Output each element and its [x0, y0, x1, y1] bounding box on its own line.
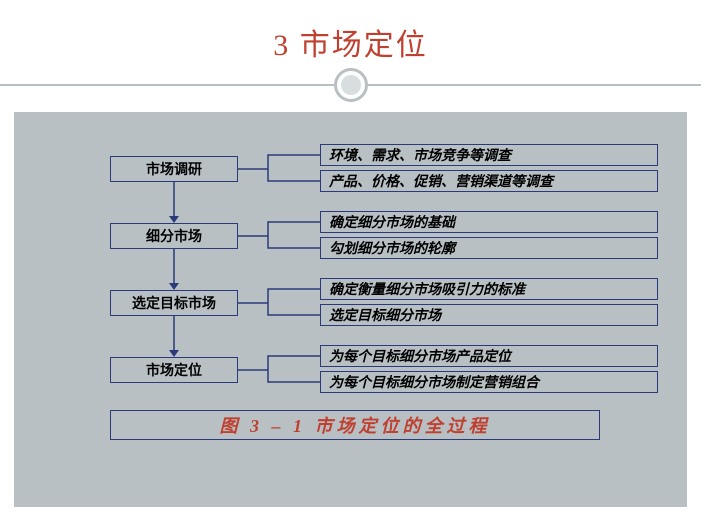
arrow-head-0: [169, 216, 179, 223]
detail-box-3-1: 为每个目标细分市场制定营销组合: [320, 371, 658, 393]
stage-box-1: 细分市场: [110, 223, 238, 249]
header: 3 市场定位: [0, 0, 701, 64]
detail-box-1-1: 勾划细分市场的轮廓: [320, 237, 658, 259]
arrow-head-1: [169, 283, 179, 290]
bracket-1: [238, 222, 320, 248]
bracket-2: [238, 289, 320, 315]
ring-ornament: [334, 68, 368, 102]
detail-box-1-0: 确定细分市场的基础: [320, 211, 658, 233]
detail-box-3-0: 为每个目标细分市场产品定位: [320, 345, 658, 367]
ring-inner: [341, 75, 361, 95]
stage-box-3: 市场定位: [110, 357, 238, 383]
figure-caption: 图 3 – 1 市场定位的全过程: [110, 410, 600, 440]
detail-box-2-1: 选定目标细分市场: [320, 304, 658, 326]
arrow-head-2: [169, 350, 179, 357]
detail-box-0-0: 环境、需求、市场竞争等调查: [320, 144, 658, 166]
bracket-3: [238, 356, 320, 382]
stage-box-0: 市场调研: [110, 156, 238, 182]
detail-box-0-1: 产品、价格、促销、营销渠道等调查: [320, 170, 658, 192]
bracket-0: [238, 155, 320, 181]
detail-box-2-0: 确定衡量细分市场吸引力的标准: [320, 278, 658, 300]
stage-box-2: 选定目标市场: [110, 290, 238, 316]
content-area: 市场调研 环境、需求、市场竞争等调查产品、价格、促销、营销渠道等调查细分市场 确定细…: [14, 112, 687, 507]
slide-title: 3 市场定位: [0, 20, 701, 64]
